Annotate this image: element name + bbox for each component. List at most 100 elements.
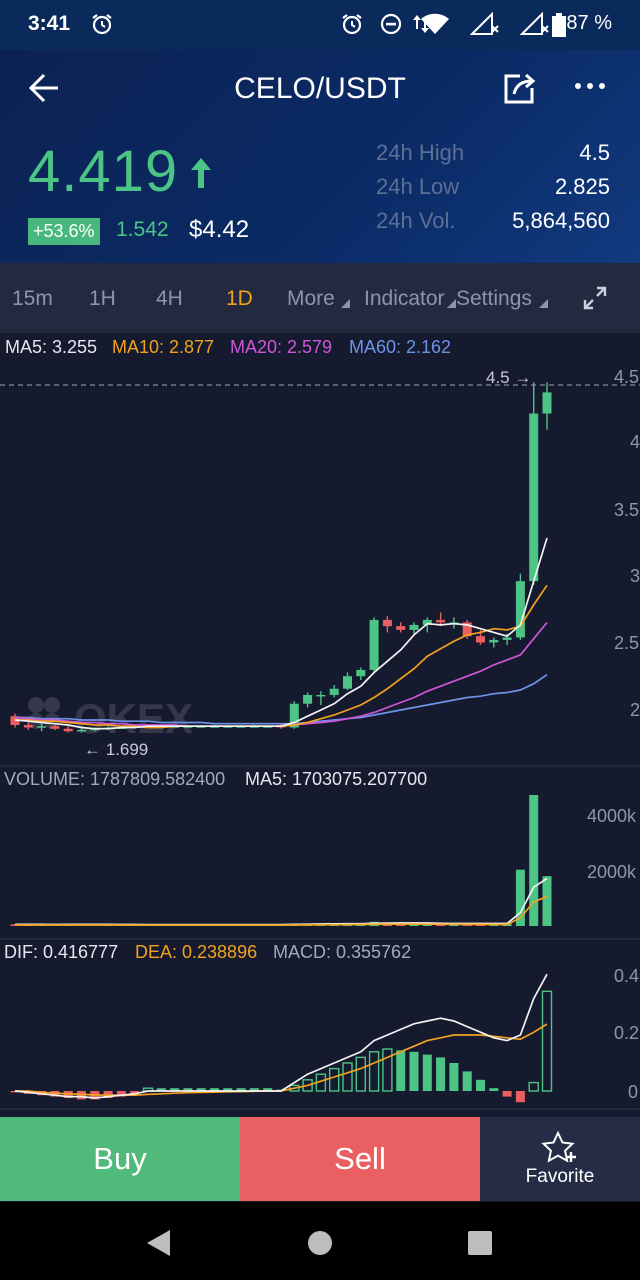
candle [369, 617, 379, 673]
macd-bar [355, 1056, 366, 1092]
candle [542, 382, 552, 430]
signal-icon-2 [520, 12, 549, 35]
candle-body [422, 619, 432, 625]
back-arrow-icon[interactable] [26, 70, 62, 106]
candle-body [515, 581, 525, 638]
candle-body [343, 676, 352, 689]
candle [436, 612, 446, 627]
alarm-status-icon [342, 14, 362, 35]
ma10-legend: MA10: 2.877 [112, 337, 215, 357]
stat-label-volume: 24h Vol. [376, 208, 456, 233]
macd-bar [223, 1088, 233, 1091]
price-tick: 2 [630, 700, 640, 720]
tab-1h[interactable]: 1H [89, 287, 116, 310]
dif-legend: DIF: 0.416777 [4, 942, 119, 962]
macd-axis: 0.4 0.2 0 [614, 966, 639, 1102]
macd-bar [396, 1050, 406, 1091]
kline-chart[interactable]: OKEX 4.5 → ← 1.699 4.5 4 3.5 3 2.5 2 400… [0, 333, 640, 1113]
candle-body [316, 694, 326, 697]
macd-bar [183, 1088, 193, 1091]
macd-tick: 0.4 [614, 966, 639, 986]
indicator-lines-layer [14, 537, 548, 1099]
tab-more[interactable]: More [287, 287, 335, 310]
macd-bar [236, 1088, 246, 1091]
candle [343, 672, 352, 690]
macd-bar [263, 1088, 273, 1091]
more-dropdown-icon [341, 299, 350, 308]
more-options-icon[interactable] [574, 80, 606, 92]
candle [50, 724, 60, 730]
do-not-disturb-icon [380, 13, 402, 35]
alarm-icon [92, 14, 112, 35]
price-tick: 4.5 [614, 367, 639, 387]
volume-bar [529, 795, 539, 926]
volume-ma5-line [14, 877, 548, 926]
tab-indicator[interactable]: Indicator [364, 287, 445, 310]
high-marker-label: 4.5 → [486, 368, 531, 387]
sell-button[interactable]: Sell [240, 1117, 480, 1201]
candle-body [37, 726, 47, 728]
stat-value-high: 4.5 [579, 140, 610, 165]
macd-bar [528, 1081, 539, 1092]
usd-price: $4.42 [189, 216, 250, 243]
macd-bar [196, 1088, 206, 1091]
buy-button[interactable]: Buy [0, 1117, 240, 1201]
candle-body [396, 626, 406, 630]
watermark-text: OKEX [74, 695, 193, 742]
star-plus-icon [541, 1130, 576, 1163]
page-title: CELO/USDT [234, 72, 406, 105]
macd-bar [515, 1091, 525, 1103]
candle [409, 622, 419, 635]
system-nav-bar [0, 1202, 640, 1280]
ticker-header: CELO/USDT 4.419 +53.6% 1.542 $4.42 24h H… [0, 50, 640, 263]
macd-bar [476, 1079, 485, 1091]
candle [329, 684, 339, 698]
price-up-arrow-icon [191, 158, 211, 188]
macd-bar [462, 1071, 472, 1091]
macd-legend: MACD: 0.355762 [273, 942, 412, 962]
candle [63, 726, 73, 733]
tab-1d[interactable]: 1D [226, 287, 253, 310]
chart-toolbar: 15m 1H 4H 1D More Indicator Settings [0, 263, 640, 333]
macd-bar [249, 1088, 259, 1091]
kline-chart-canvas[interactable]: OKEX 4.5 → ← 1.699 4.5 4 3.5 3 2.5 2 400… [0, 333, 640, 1113]
candles-layer [10, 382, 552, 733]
battery-percent: 87 % [566, 12, 612, 34]
share-icon[interactable] [500, 70, 538, 108]
macd-bar [382, 1048, 393, 1092]
candle [37, 723, 47, 732]
nav-home-icon[interactable] [307, 1230, 333, 1256]
price-tick: 3 [630, 566, 640, 586]
candle [396, 622, 406, 633]
tab-15m[interactable]: 15m [12, 287, 53, 310]
macd-bar [502, 1091, 512, 1097]
fullscreen-icon[interactable] [582, 285, 608, 311]
macd-bar [368, 1051, 380, 1092]
favorite-label: Favorite [525, 1166, 595, 1187]
low-marker-label: ← 1.699 [84, 740, 148, 759]
candle-body [50, 726, 60, 729]
price-tick: 4 [630, 432, 640, 452]
volume-tick: 4000k [587, 806, 637, 826]
tab-4h[interactable]: 4H [156, 287, 183, 310]
macd-tick: 0.2 [614, 1023, 639, 1043]
macd-bar [409, 1051, 419, 1091]
tab-settings[interactable]: Settings [456, 287, 532, 310]
candle [356, 667, 366, 680]
ma5-legend: MA5: 3.255 [5, 337, 98, 357]
candle [303, 692, 313, 708]
nav-recents-icon[interactable] [467, 1230, 493, 1256]
candle-body [303, 694, 313, 704]
volume-ma10-line [15, 895, 548, 926]
ma60-legend: MA60: 2.162 [349, 337, 452, 357]
macd-bar [422, 1054, 432, 1091]
favorite-button[interactable]: Favorite [480, 1117, 640, 1201]
candle-body [436, 619, 446, 623]
macd-bars-layer [10, 990, 553, 1103]
macd-bar [210, 1088, 219, 1091]
nav-back-icon[interactable] [146, 1229, 172, 1257]
volume-bar [542, 876, 552, 926]
last-price: 4.419 [28, 139, 179, 204]
candle-body [369, 619, 379, 670]
candle [316, 691, 326, 705]
